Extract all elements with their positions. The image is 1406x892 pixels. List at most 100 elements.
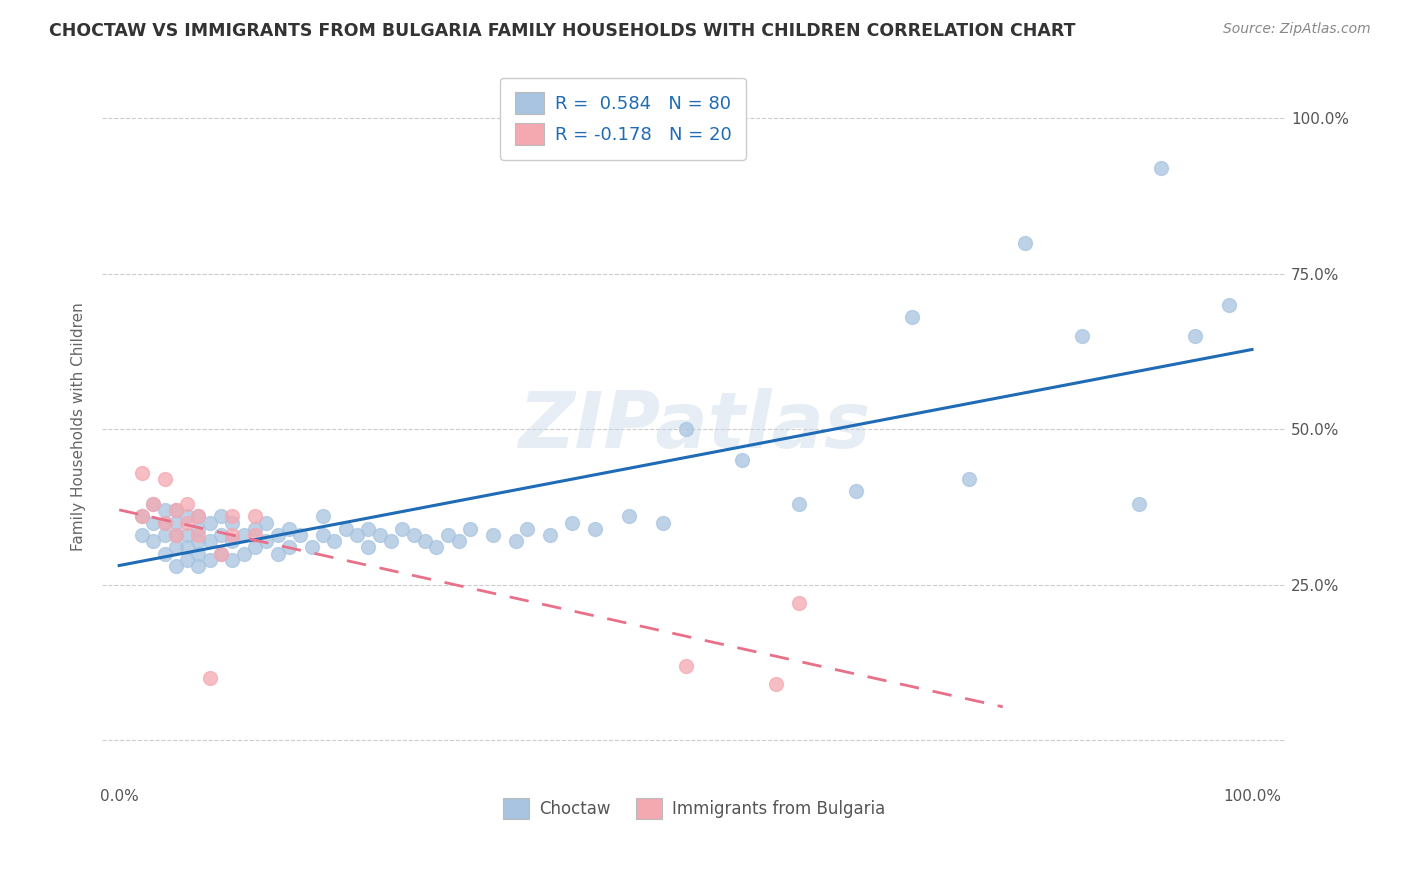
Point xyxy=(787,596,810,610)
Point xyxy=(447,534,470,549)
Point xyxy=(176,553,198,567)
Point xyxy=(131,466,153,480)
Point xyxy=(198,671,221,685)
Point xyxy=(232,528,254,542)
Point xyxy=(209,509,232,524)
Point xyxy=(221,553,243,567)
Point xyxy=(187,534,209,549)
Point xyxy=(187,509,209,524)
Point xyxy=(380,534,402,549)
Point xyxy=(142,497,165,511)
Point xyxy=(335,522,357,536)
Point xyxy=(278,541,301,555)
Point xyxy=(538,528,561,542)
Point xyxy=(901,310,924,325)
Point xyxy=(256,516,278,530)
Point xyxy=(131,528,153,542)
Point xyxy=(436,528,458,542)
Point xyxy=(561,516,583,530)
Point xyxy=(176,541,198,555)
Point xyxy=(153,516,176,530)
Text: CHOCTAW VS IMMIGRANTS FROM BULGARIA FAMILY HOUSEHOLDS WITH CHILDREN CORRELATION : CHOCTAW VS IMMIGRANTS FROM BULGARIA FAMI… xyxy=(49,22,1076,40)
Point xyxy=(165,528,187,542)
Point xyxy=(232,547,254,561)
Point xyxy=(209,528,232,542)
Point xyxy=(482,528,505,542)
Point xyxy=(165,528,187,542)
Point xyxy=(617,509,640,524)
Point xyxy=(278,522,301,536)
Point xyxy=(243,509,266,524)
Text: Source: ZipAtlas.com: Source: ZipAtlas.com xyxy=(1223,22,1371,37)
Point xyxy=(731,453,754,467)
Point xyxy=(153,528,176,542)
Point xyxy=(153,547,176,561)
Point xyxy=(652,516,675,530)
Point xyxy=(675,658,697,673)
Point xyxy=(176,509,198,524)
Point xyxy=(357,541,380,555)
Point xyxy=(198,553,221,567)
Point xyxy=(198,534,221,549)
Point xyxy=(583,522,606,536)
Point xyxy=(256,534,278,549)
Point xyxy=(1014,235,1036,250)
Point xyxy=(765,677,787,691)
Point xyxy=(323,534,346,549)
Point xyxy=(413,534,436,549)
Point xyxy=(165,503,187,517)
Legend: Choctaw, Immigrants from Bulgaria: Choctaw, Immigrants from Bulgaria xyxy=(496,792,893,825)
Point xyxy=(165,559,187,574)
Point xyxy=(1218,298,1240,312)
Point xyxy=(957,472,980,486)
Point xyxy=(131,509,153,524)
Point xyxy=(312,509,335,524)
Point xyxy=(1128,497,1150,511)
Point xyxy=(187,522,209,536)
Point xyxy=(221,509,243,524)
Point xyxy=(787,497,810,511)
Point xyxy=(187,528,209,542)
Point xyxy=(243,522,266,536)
Point xyxy=(153,516,176,530)
Point xyxy=(209,547,232,561)
Y-axis label: Family Households with Children: Family Households with Children xyxy=(72,301,86,550)
Point xyxy=(176,497,198,511)
Point xyxy=(391,522,413,536)
Point xyxy=(209,547,232,561)
Point xyxy=(460,522,482,536)
Point xyxy=(165,541,187,555)
Point xyxy=(153,503,176,517)
Point xyxy=(165,516,187,530)
Point xyxy=(844,484,866,499)
Point xyxy=(243,528,266,542)
Point xyxy=(221,516,243,530)
Point xyxy=(357,522,380,536)
Point xyxy=(290,528,312,542)
Point xyxy=(516,522,538,536)
Point xyxy=(312,528,335,542)
Point xyxy=(153,472,176,486)
Point xyxy=(176,516,198,530)
Point xyxy=(176,528,198,542)
Point xyxy=(402,528,425,542)
Text: ZIPatlas: ZIPatlas xyxy=(517,388,870,464)
Point xyxy=(368,528,391,542)
Point xyxy=(165,503,187,517)
Point xyxy=(243,541,266,555)
Point xyxy=(346,528,368,542)
Point xyxy=(142,516,165,530)
Point xyxy=(221,528,243,542)
Point xyxy=(198,516,221,530)
Point xyxy=(505,534,527,549)
Point xyxy=(675,422,697,436)
Point xyxy=(142,534,165,549)
Point xyxy=(131,509,153,524)
Point xyxy=(267,547,290,561)
Point xyxy=(187,559,209,574)
Point xyxy=(1071,329,1094,343)
Point xyxy=(425,541,447,555)
Point xyxy=(142,497,165,511)
Point xyxy=(187,509,209,524)
Point xyxy=(1184,329,1206,343)
